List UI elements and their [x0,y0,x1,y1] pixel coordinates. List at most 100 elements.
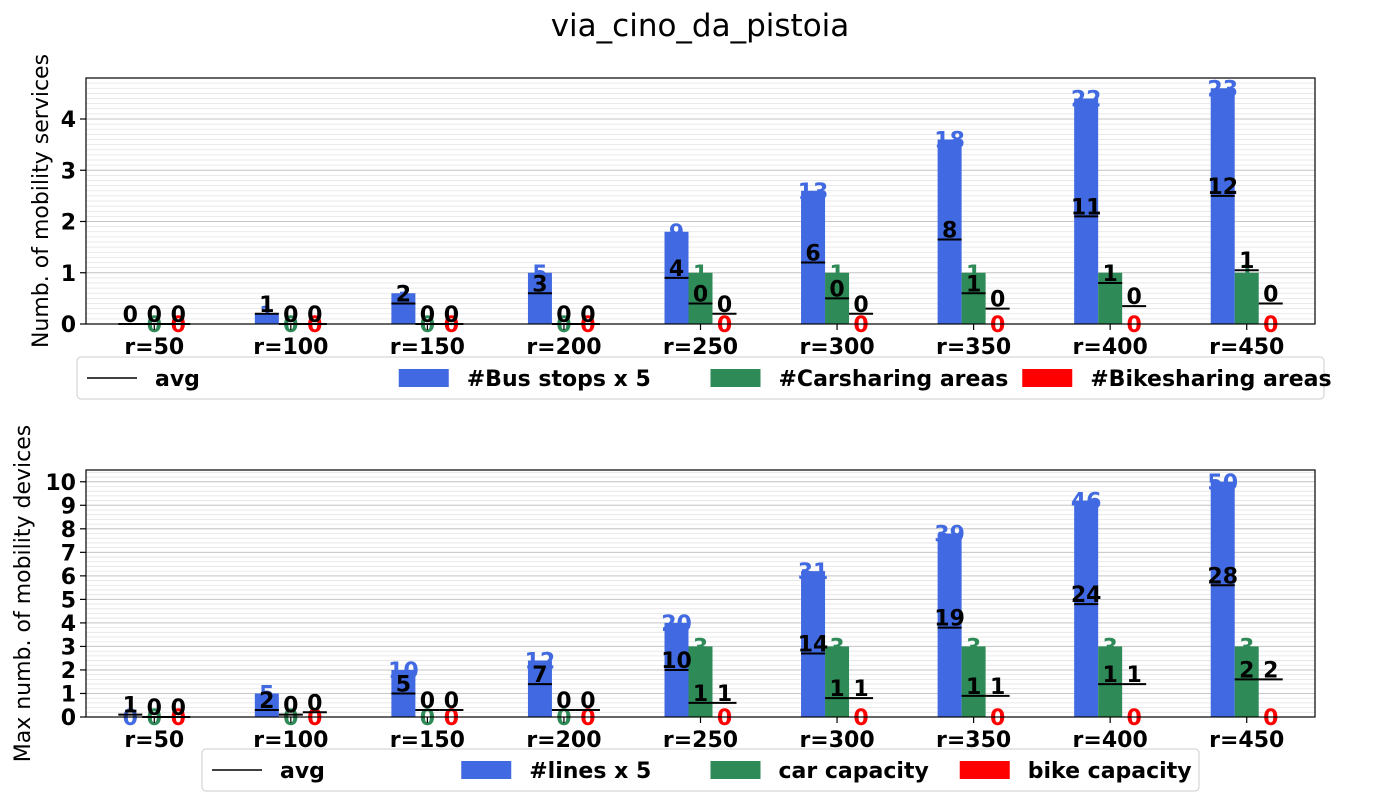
y-tick-label: 2 [61,659,76,684]
bar-value-label: 0 [1263,313,1278,338]
plot-frame [85,469,1316,718]
bar-value-label: 22 [1071,88,1102,113]
bar [688,272,713,324]
avg-value-label: 1 [123,694,138,719]
bar-value-label: 1 [966,262,981,287]
bar-value-label: 0 [1263,706,1278,731]
y-tick-label: 7 [61,541,76,566]
avg-value-label: 0 [829,277,844,302]
avg-value-label: 0 [1127,285,1142,310]
avg-value-label: 0 [580,689,595,714]
y-tick-label: 3 [61,159,76,184]
legend-patch-swatch [959,761,1010,779]
avg-value-label: 1 [693,682,708,707]
avg-value-label: 1 [966,272,981,297]
y-tick-label: 6 [61,565,76,590]
bar-value-label: 1 [829,262,844,287]
bar [937,533,962,717]
legend-box [201,748,1200,792]
bar-value-label: 10 [388,659,419,684]
bar-value-label: 0 [307,313,322,338]
bar [1210,88,1235,324]
bar-value-label: 1 [693,262,708,287]
bar-value-label: 0 [580,706,595,731]
legend-label: bike capacity [1028,759,1192,784]
x-tick-label: r=50 [124,728,184,753]
avg-value-label: 1 [966,675,981,700]
avg-value-label: 0 [990,288,1005,313]
y-axis-label: Max numb. of mobility devices [11,425,36,763]
avg-value-label: 0 [307,691,322,716]
avg-value-label: 12 [1207,175,1238,200]
y-tick-label: 10 [45,471,76,496]
bar [254,313,279,324]
bar-value-label: 31 [798,560,829,585]
bar-value-label: 0 [1127,706,1142,731]
bar-value-label: 0 [171,706,186,731]
avg-value-label: 0 [307,303,322,328]
avg-value-label: 1 [990,675,1005,700]
bar-value-label: 0 [1127,313,1142,338]
figure-title: via_cino_da_pistoia [550,8,850,44]
legend-label: car capacity [779,759,929,784]
bar-value-label: 0 [171,313,186,338]
bar-value-label: 13 [798,180,829,205]
x-tick-label: r=450 [1209,335,1284,360]
y-tick-label: 8 [61,518,76,543]
avg-value-label: 0 [717,293,732,318]
legend-label: #Bus stops x 5 [467,367,651,392]
bar-value-label: 0 [717,706,732,731]
avg-value-label: 4 [669,257,684,282]
avg-value-label: 0 [1263,283,1278,308]
avg-value-label: 0 [420,303,435,328]
x-tick-label: r=100 [253,335,328,360]
y-tick-label: 9 [61,494,76,519]
avg-value-label: 24 [1071,583,1102,608]
legend-box [76,356,1325,400]
bar-value-label: 0 [444,706,459,731]
bar [801,571,826,717]
avg-value-label: 6 [805,242,820,267]
bar [961,272,986,324]
avg-value-label: 0 [171,696,186,721]
bar-value-label: 5 [532,262,547,287]
bar [825,646,850,717]
avg-value-label: 0 [283,303,298,328]
bar-value-label: 0 [853,313,868,338]
bar-value-label: 1 [259,303,274,328]
bar-value-label: 3 [396,282,411,307]
bar-value-label: 0 [717,313,732,338]
avg-value-label: 0 [556,303,571,328]
y-tick-label: 0 [61,706,76,731]
y-axis-label: Numb. of mobility services [29,54,54,348]
avg-value-label: 0 [580,303,595,328]
legend-label: #Carsharing areas [779,367,1009,392]
bar-value-label: 12 [525,650,556,675]
avg-value-label: 0 [147,696,162,721]
avg-value-label: 2 [1263,658,1278,683]
x-tick-label: r=400 [1073,335,1148,360]
bar-value-label: 3 [1239,635,1254,660]
bar-value-label: 0 [853,706,868,731]
bar-value-label: 46 [1071,490,1102,515]
avg-value-label: 8 [942,218,957,243]
bar [1098,646,1123,717]
bar-value-label: 39 [934,523,965,548]
bar-value-label: 18 [934,129,965,154]
bar [1098,272,1123,324]
bar [1234,272,1259,324]
avg-value-label: 0 [693,283,708,308]
avg-value-label: 3 [532,272,547,297]
avg-value-label: 19 [934,607,965,632]
avg-value-label: 0 [420,689,435,714]
legend-patch-swatch [710,369,761,387]
x-tick-label: r=50 [124,335,184,360]
avg-value-label: 1 [1103,663,1118,688]
bar [688,646,713,717]
bar-value-label: 3 [1103,635,1118,660]
avg-value-label: 1 [1103,262,1118,287]
avg-value-label: 1 [1239,249,1254,274]
bar-value-label: 0 [123,706,138,731]
y-tick-label: 2 [61,211,76,236]
